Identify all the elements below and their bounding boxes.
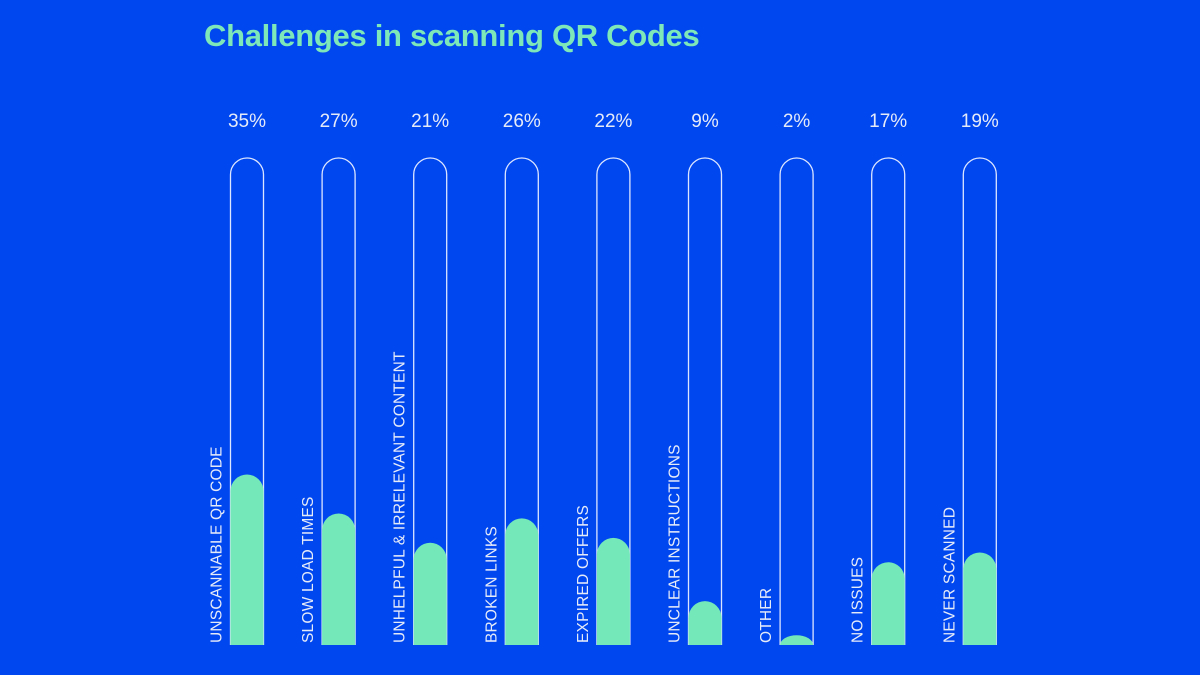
value-label-unhelpful-irrelevant-content: 21%: [411, 111, 449, 132]
bar-track-no-issues: [871, 157, 906, 645]
category-label-unscannable-qr-code: UNSCANNABLE QR CODE: [209, 446, 226, 643]
category-label-never-scanned: NEVER SCANNED: [941, 507, 958, 643]
value-label-unclear-instructions: 9%: [691, 111, 719, 132]
category-label-unhelpful-irrelevant-content: UNHELPFUL & IRRELEVANT CONTENT: [392, 351, 409, 643]
bar-never-scanned: [963, 552, 997, 645]
bar-track-unhelpful-irrelevant-content: [413, 157, 448, 645]
chart-title: Challenges in scanning QR Codes: [204, 18, 700, 53]
bar-track-unclear-instructions: [687, 157, 723, 645]
value-label-slow-load-times: 27%: [320, 111, 358, 132]
bar-track-never-scanned: [962, 157, 997, 645]
bar-track-broken-links: [504, 157, 539, 645]
bar-unhelpful-irrelevant-content: [413, 542, 447, 645]
category-label-expired-offers: EXPIRED OFFERS: [575, 505, 592, 643]
category-label-broken-links: BROKEN LINKS: [483, 526, 500, 643]
bar-broken-links: [505, 518, 539, 645]
bar-slow-load-times: [322, 513, 356, 645]
category-label-unclear-instructions: UNCLEAR INSTRUCTIONS: [667, 444, 684, 643]
value-label-other: 2%: [783, 111, 811, 132]
value-label-no-issues: 17%: [869, 111, 907, 132]
bar-track-expired-offers: [596, 157, 631, 645]
value-label-broken-links: 26%: [503, 111, 541, 132]
bar-track-other: [779, 157, 814, 645]
bar-unscannable-qr-code: [230, 474, 264, 645]
category-label-other: OTHER: [758, 588, 775, 643]
category-label-slow-load-times: SLOW LOAD TIMES: [300, 496, 317, 643]
bar-no-issues: [871, 562, 905, 645]
bar-track-slow-load-times: [321, 157, 356, 645]
value-label-never-scanned: 19%: [961, 111, 999, 132]
bar-other: [780, 635, 814, 645]
value-label-expired-offers: 22%: [594, 111, 632, 132]
bar-expired-offers: [596, 537, 630, 645]
bar-unclear-instructions: [688, 601, 722, 645]
bar-track-unscannable-qr-code: [229, 157, 265, 645]
value-label-unscannable-qr-code: 35%: [228, 111, 266, 132]
category-label-no-issues: NO ISSUES: [850, 557, 867, 643]
